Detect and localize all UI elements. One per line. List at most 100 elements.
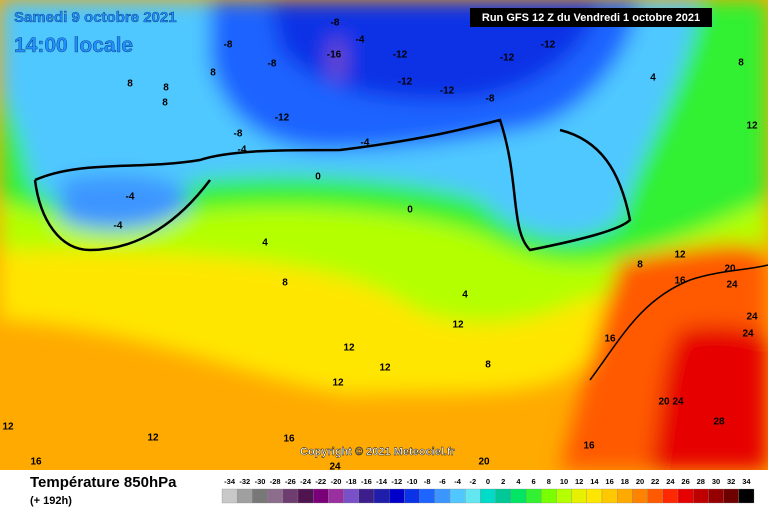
forecast-time: 14:00 locale [14,34,133,57]
contour-label: 8 [738,58,744,69]
scale-label: 4 [516,477,521,486]
contour-label: 24 [742,329,754,340]
scale-swatch [738,488,755,504]
scale-swatch [419,488,435,504]
contour-label: -8 [224,40,233,51]
scale-swatch [252,488,268,504]
scale-label: -22 [315,477,326,486]
scale-label: -30 [255,477,266,486]
contour-label: 16 [674,276,686,287]
contour-label: 24 [746,312,758,323]
contour-label: -4 [238,145,247,156]
scale-swatch [465,488,481,504]
lead-time: (+ 192h) [30,495,72,507]
copyright: Copyright © 2021 Meteociel.fr [300,446,456,458]
scale-label: -20 [331,477,342,486]
contour-label: 24 [726,280,738,291]
contour-label: -16 [327,50,342,61]
run-info: Run GFS 12 Z du Vendredi 1 octobre 2021 [482,12,700,24]
contour-label: 8 [485,360,491,371]
scale-label: 8 [547,477,551,486]
scale-label: 12 [575,477,583,486]
temperature-field [0,0,768,470]
scale-swatch [617,488,633,504]
contour-label: 4 [262,238,268,249]
scale-swatch [358,488,375,504]
scale-swatch [404,488,420,504]
scale-swatch [632,488,648,504]
scale-label: 2 [501,477,505,486]
contour-label: -8 [486,94,495,105]
scale-swatch [677,488,694,504]
contour-label: 4 [650,73,656,84]
contour-label: 16 [604,334,616,345]
contour-label: -4 [361,138,370,149]
contour-label: 12 [332,378,344,389]
scale-swatch [434,488,451,504]
scale-label: -8 [424,477,431,486]
scale-label: 32 [727,477,735,486]
scale-label: 20 [636,477,644,486]
scale-swatch [586,488,603,504]
scale-label: 18 [621,477,629,486]
contour-label: -8 [234,129,243,140]
scale-label: 10 [560,477,568,486]
contour-label: 8 [282,278,288,289]
scale-label: 24 [666,477,675,486]
contour-label: -12 [440,86,455,97]
scale-swatch [495,488,511,504]
scale-label: 6 [532,477,536,486]
contour-label: 12 [746,121,758,132]
contour-label: -8 [268,59,277,70]
contour-label: 8 [637,260,643,271]
scale-swatch [282,488,299,504]
scale-label: -10 [407,477,418,486]
scale-label: -16 [361,477,372,486]
scale-swatch [708,488,724,504]
scale-swatch [510,488,527,504]
scale-label: -32 [239,477,250,486]
scale-label: 34 [742,477,751,486]
scale-swatch [389,488,405,504]
scale-swatch [343,488,359,504]
scale-swatch [571,488,587,504]
scale-label: -2 [469,477,476,486]
scale-swatch [449,488,466,504]
contour-label: 0 [407,205,413,216]
scale-swatch [601,488,618,504]
scale-label: 28 [697,477,705,486]
contour-label: 0 [315,172,321,183]
contour-label: 8 [127,79,133,90]
scale-swatch [297,488,314,504]
contour-label: 20 [478,457,490,468]
contour-label: 12 [2,422,14,433]
scale-swatch [525,488,542,504]
scale-swatch [541,488,557,504]
contour-label: -12 [541,40,556,51]
scale-label: 26 [681,477,689,486]
field-title: Température 850hPa [30,474,177,491]
contour-label: -4 [126,192,135,203]
contour-label: 8 [210,68,216,79]
contour-label: 12 [379,363,391,374]
scale-label: -26 [285,477,296,486]
contour-label: -8 [331,18,340,29]
scale-swatch [373,488,390,504]
scale-label: 0 [486,477,490,486]
contour-label: 8 [162,98,168,109]
contour-label: 20 [658,397,670,408]
contour-label: -12 [398,77,413,88]
zero-isotherm [33,118,632,252]
contour-label: -4 [356,35,365,46]
scale-label: -14 [376,477,388,486]
contour-label: 16 [583,441,595,452]
scale-swatch [267,488,283,504]
scale-swatch [328,488,344,504]
scale-label: -18 [346,477,357,486]
scale-label: -12 [391,477,402,486]
scale-swatch [723,488,739,504]
scale-label: -28 [270,477,281,486]
scale-swatch [662,488,679,504]
contour-label: 16 [283,434,295,445]
scale-swatch [313,488,329,504]
